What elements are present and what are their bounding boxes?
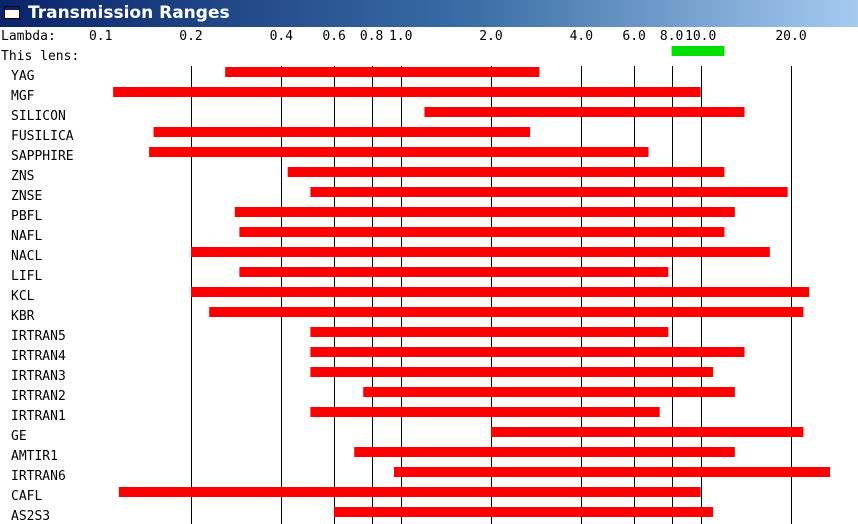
range-bar [191, 247, 770, 257]
material-label: AS2S3 [11, 509, 50, 524]
material-label: PBFL [11, 209, 42, 224]
material-label: AMTIR1 [11, 449, 58, 464]
range-bar [113, 87, 701, 97]
range-bar [491, 427, 804, 437]
material-label: NACL [11, 249, 42, 264]
window-title: Transmission Ranges [28, 3, 230, 23]
this-lens-label: This lens: [1, 49, 79, 64]
lens-range-bar [671, 46, 725, 56]
range-bar [287, 167, 725, 177]
material-label: ZNS [11, 169, 34, 184]
range-bar [310, 407, 660, 417]
range-bar [310, 367, 714, 377]
range-bar [191, 287, 810, 297]
range-bar [153, 127, 531, 137]
material-label: ZNSE [11, 189, 42, 204]
range-bar [149, 147, 649, 157]
range-bar [363, 387, 735, 397]
material-label: IRTRAN5 [11, 329, 66, 344]
material-label: LIFL [11, 269, 42, 284]
material-label: KCL [11, 289, 35, 304]
tick-label: 0.1 [89, 29, 112, 44]
material-label: IRTRAN2 [11, 389, 66, 404]
tick-label: 20.0 [775, 29, 806, 44]
material-label: FUSILICA [11, 129, 74, 144]
range-bar [394, 467, 831, 477]
range-bar [239, 267, 669, 277]
range-bar [239, 227, 725, 237]
material-label: YAG [11, 69, 35, 84]
material-label: MGF [11, 89, 35, 104]
range-bar [118, 487, 701, 497]
tick-label: 6.0 [622, 29, 645, 44]
tick-label: 10.0 [685, 29, 716, 44]
range-bar [310, 347, 745, 357]
range-bar [209, 307, 804, 317]
material-label: IRTRAN4 [11, 349, 66, 364]
tick-label: 1.0 [389, 29, 412, 44]
range-bar [334, 507, 714, 517]
range-bar [310, 187, 788, 197]
material-label: KBR [11, 309, 35, 324]
material-label: SILICON [11, 109, 66, 124]
tick-label: 4.0 [570, 29, 593, 44]
range-bar [310, 327, 669, 337]
range-bar [424, 107, 745, 117]
material-label: NAFL [11, 229, 42, 244]
range-bar [354, 447, 735, 457]
range-bar [225, 67, 540, 77]
range-bar [234, 207, 735, 217]
tick-label: 2.0 [479, 29, 502, 44]
tick-label: 0.6 [322, 29, 345, 44]
window-titlebar: Transmission Ranges [0, 0, 858, 27]
lambda-label: Lambda: [1, 29, 56, 44]
material-label: SAPPHIRE [11, 149, 74, 164]
material-label: IRTRAN6 [11, 469, 66, 484]
material-label: CAFL [11, 489, 42, 504]
material-label: IRTRAN1 [11, 409, 66, 424]
material-label: GE [11, 429, 27, 444]
material-label: IRTRAN3 [11, 369, 66, 384]
tick-label: 0.2 [179, 29, 202, 44]
tick-label: 0.4 [270, 29, 294, 44]
tick-label: 8.0 [660, 29, 683, 44]
tick-label: 0.8 [360, 29, 383, 44]
window-icon [4, 6, 20, 19]
